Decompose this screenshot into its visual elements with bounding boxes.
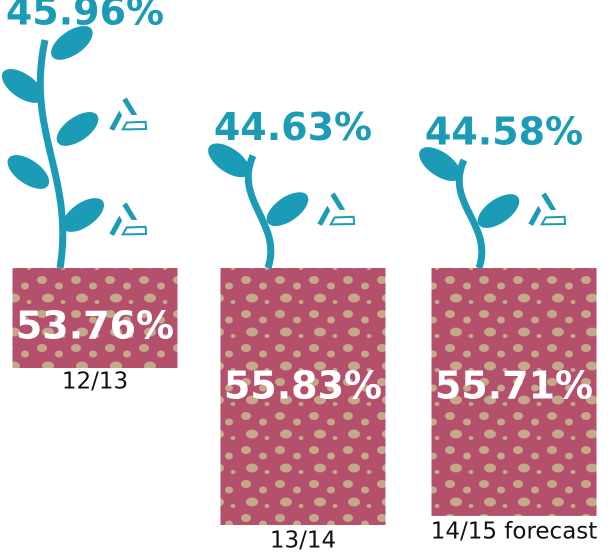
plant-stem [244,154,275,270]
plant-leaf [1,69,44,103]
plant-value-label: 44.58% [425,110,583,154]
x-tick-label: 12/13 [62,369,128,395]
recycle-icon [100,200,151,246]
recycle-icon [519,190,570,236]
soil-block [220,268,386,525]
plant-leaf [419,147,461,182]
soil-block [431,268,597,516]
plant-leaf [62,198,104,232]
soil-block [12,268,178,368]
plant-leaf [208,143,250,178]
plant-stem [455,158,486,270]
soil-value-label: 55.71% [435,364,593,408]
plant-stem [36,39,67,269]
plant-value-label: 44.63% [214,105,372,149]
plant-leaf [56,112,99,146]
plant-value-label: 45.96% [6,0,164,34]
plant-leaf [266,192,309,227]
plant-leaf [51,25,93,60]
soil-value-label: 55.83% [224,364,382,408]
x-tick-label: 13/14 [270,528,336,554]
plant-leaf [477,194,520,228]
recycle-icon [100,95,151,141]
plant-leaf [7,155,50,189]
recycle-icon [308,190,359,236]
plant [1,25,104,269]
plant [419,147,520,270]
plant [208,143,309,270]
x-tick-label: 14/15 forecast [431,518,598,544]
soil-value-label: 53.76% [16,304,174,348]
